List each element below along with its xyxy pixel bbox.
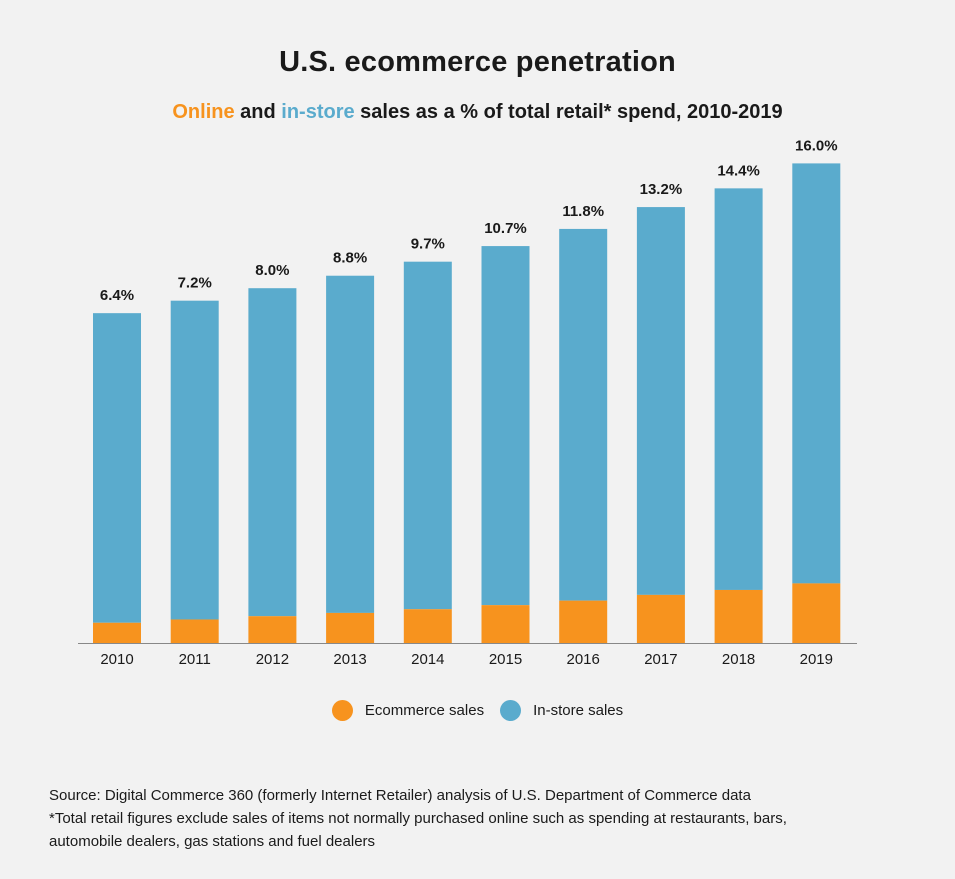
- legend-label-instore: In-store sales: [533, 702, 624, 719]
- bar-ecommerce-2016: [559, 600, 608, 643]
- bar-ecommerce-2013: [326, 612, 375, 643]
- x-tick-label-2016: 2016: [567, 651, 600, 668]
- x-tick-label-2014: 2014: [411, 651, 444, 668]
- data-label-2015: 10.7%: [484, 220, 527, 237]
- x-tick-label-2011: 2011: [179, 651, 211, 668]
- subtitle-online: Online: [172, 101, 235, 123]
- data-label-2010: 6.4%: [100, 287, 134, 304]
- data-label-2016: 11.8%: [562, 203, 604, 220]
- bar-instore-2019: [792, 163, 841, 584]
- x-tick-label-2018: 2018: [722, 651, 755, 668]
- chart-footnote: Source: Digital Commerce 360 (formerly I…: [49, 784, 929, 853]
- x-tick-label-2019: 2019: [800, 651, 833, 668]
- bar-instore-2010: [93, 313, 141, 623]
- x-tick-label-2013: 2013: [333, 651, 366, 668]
- data-label-2011: 7.2%: [178, 275, 212, 292]
- bar-instore-2017: [636, 207, 685, 595]
- data-label-2017: 13.2%: [640, 181, 683, 198]
- x-tick-label-2017: 2017: [644, 651, 677, 668]
- bar-ecommerce-2017: [636, 594, 685, 643]
- bar-instore-2012: [248, 288, 297, 617]
- legend-label-ecommerce: Ecommerce sales: [364, 702, 485, 719]
- x-tick-label-2015: 2015: [489, 651, 522, 668]
- x-tick-label-2010: 2010: [100, 651, 133, 668]
- bar-instore-2014: [403, 261, 452, 610]
- data-label-2013: 8.8%: [333, 250, 367, 267]
- bar-instore-2016: [559, 228, 608, 601]
- stacked-bar-chart: 6.4% 2010 7.2% 2011 8.0% 2012 8.8% 2013 9.7% 2014…: [78, 137, 857, 668]
- legend-item-instore: In-store sales: [500, 700, 623, 721]
- legend-item-ecommerce: Ecommerce sales: [331, 700, 485, 721]
- chart-title: U.S. ecommerce penetration: [279, 46, 676, 78]
- chart-subtitle: Online and in-store sales as a % of tota…: [0, 101, 955, 124]
- subtitle-instore: in-store: [281, 101, 355, 123]
- bar-instore-2013: [326, 275, 375, 613]
- legend-swatch-ecommerce: [331, 700, 353, 721]
- chart-legend: Ecommerce sales In-store sales: [0, 700, 955, 721]
- data-label-2012: 8.0%: [255, 262, 289, 279]
- subtitle-and: and: [234, 101, 282, 123]
- footnote-note-line1: *Total retail figures exclude sales of i…: [49, 810, 787, 827]
- data-label-2019: 16.0%: [795, 137, 838, 154]
- data-label-2018: 14.4%: [717, 162, 760, 179]
- bar-ecommerce-2010: [93, 622, 141, 643]
- bar-ecommerce-2011: [170, 619, 219, 643]
- bar-ecommerce-2014: [403, 609, 452, 643]
- footnote-source: Source: Digital Commerce 360 (formerly I…: [49, 787, 751, 804]
- legend-swatch-instore: [500, 700, 522, 721]
- subtitle-rest: sales as a % of total retail* spend, 201…: [354, 101, 783, 123]
- bar-ecommerce-2012: [248, 616, 297, 643]
- bar-instore-2011: [170, 300, 219, 620]
- bar-instore-2015: [481, 246, 530, 606]
- bar-ecommerce-2015: [481, 605, 530, 643]
- bar-instore-2018: [714, 188, 763, 590]
- data-label-2014: 9.7%: [411, 236, 445, 253]
- footnote-note-line2: automobile dealers, gas stations and fue…: [49, 833, 376, 850]
- x-tick-label-2012: 2012: [256, 651, 289, 668]
- bar-ecommerce-2018: [714, 589, 763, 643]
- bar-ecommerce-2019: [792, 583, 841, 643]
